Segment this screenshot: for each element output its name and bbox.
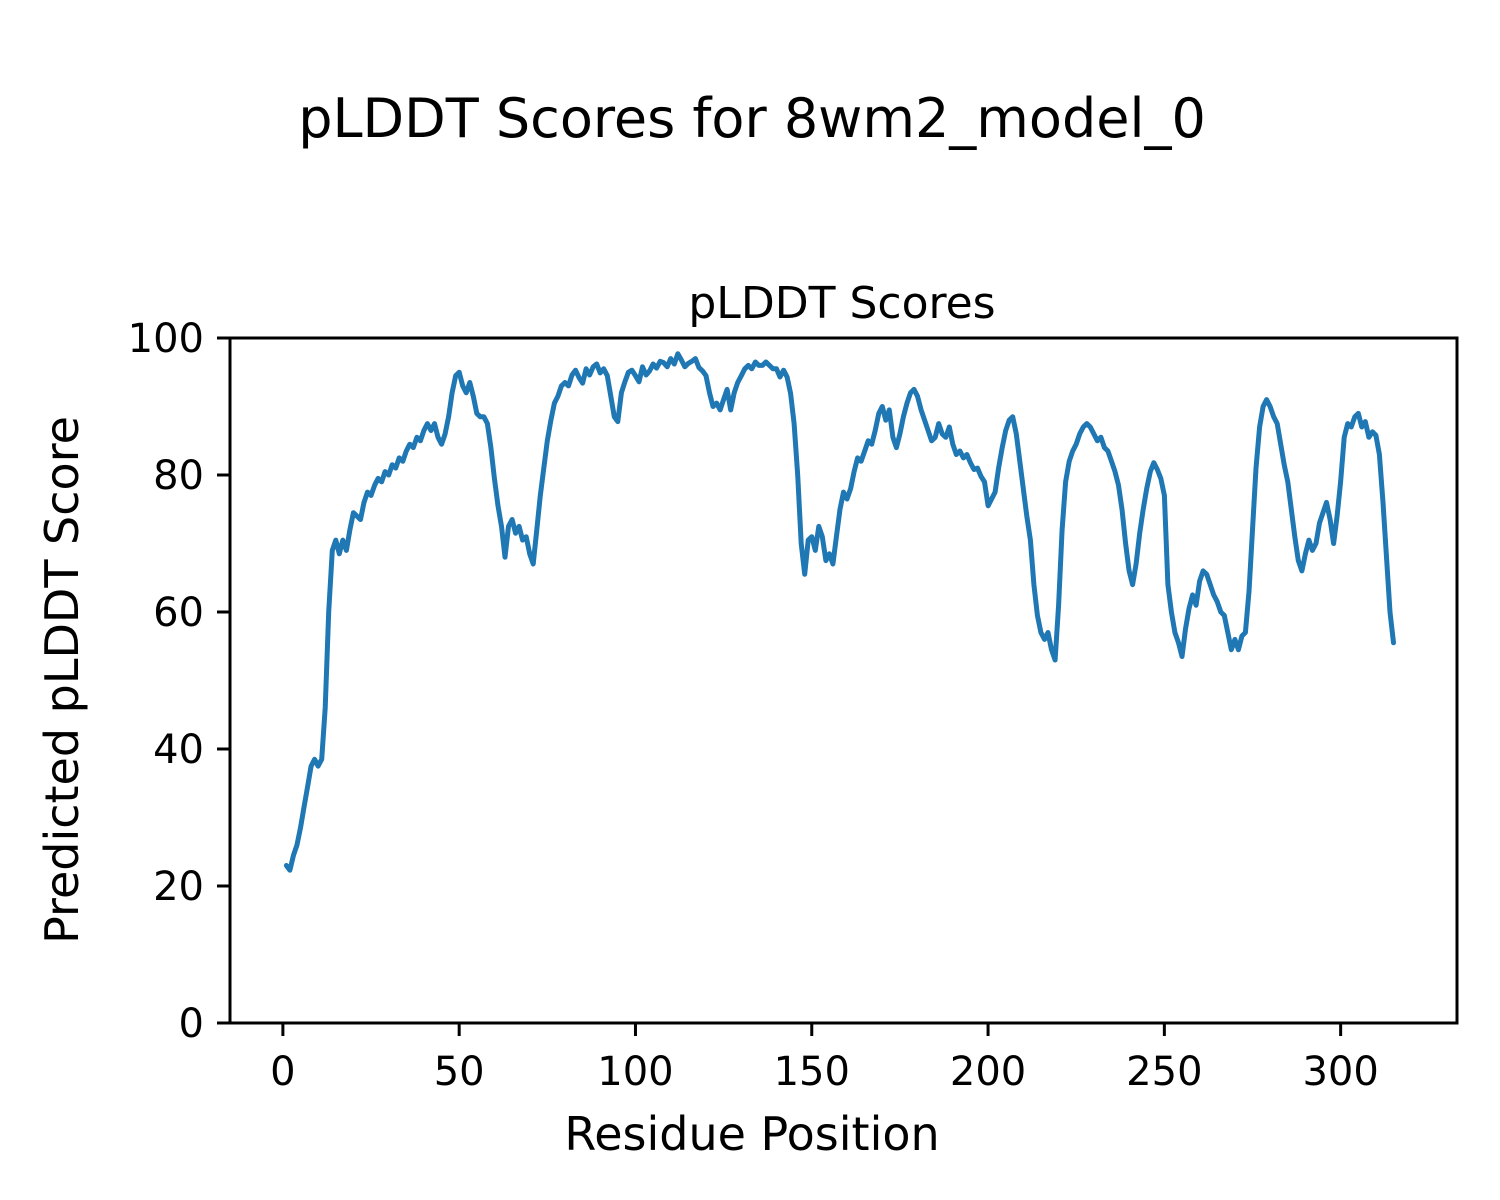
x-tick-label-300: 300: [1302, 1049, 1378, 1095]
axes-frame: [228, 336, 1459, 1025]
x-axis-label: Residue Position: [564, 1107, 939, 1161]
x-tick-label-0: 0: [270, 1049, 295, 1095]
x-tick-label-250: 250: [1126, 1049, 1202, 1095]
y-tick-label-20: 20: [153, 864, 204, 910]
y-tick-label-80: 80: [153, 453, 204, 499]
y-tick-label-0: 0: [179, 1001, 204, 1047]
axes-spines: [228, 336, 1459, 1025]
y-tick-label-60: 60: [153, 590, 204, 636]
y-axis-label: Predicted pLDDT Score: [35, 416, 89, 944]
plddt-series-line: [283, 351, 1396, 873]
y-tick-label-100: 100: [128, 316, 204, 362]
data-line-layer: [283, 351, 1396, 873]
tick-marks-and-labels: 0 50 100 150 200 250 300 0 20 40 60 80 100: [128, 316, 1379, 1095]
x-tick-label-200: 200: [950, 1049, 1026, 1095]
x-tick-label-100: 100: [597, 1049, 673, 1095]
x-tick-label-50: 50: [434, 1049, 485, 1095]
y-tick-label-40: 40: [153, 727, 204, 773]
axes-title: pLDDT Scores: [688, 278, 995, 329]
figure-suptitle: pLDDT Scores for 8wm2_model_0: [298, 87, 1206, 150]
x-tick-label-150: 150: [774, 1049, 850, 1095]
